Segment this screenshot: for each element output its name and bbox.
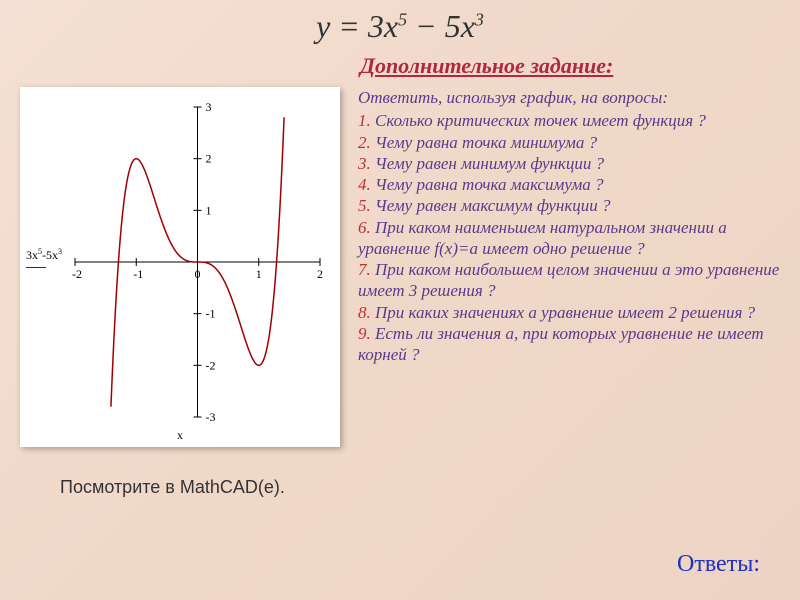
svg-text:1: 1 [206, 203, 212, 217]
question-number: 1. [358, 111, 371, 130]
svg-text:-1: -1 [206, 307, 216, 321]
question-text: При каком наименьшем натуральном значени… [358, 218, 727, 258]
svg-text:-2: -2 [72, 267, 82, 281]
equation: y = 3x5 − 5x3 [0, 0, 800, 49]
chart-legend-label: 3x5-5x3 [26, 247, 62, 263]
svg-text:-3: -3 [206, 410, 216, 424]
question-text: Чему равна точка минимума ? [371, 133, 597, 152]
chart-caption: Посмотрите в MathCAD(е). [60, 477, 350, 498]
svg-text:2: 2 [206, 152, 212, 166]
question-text: При каких значениях a уравнение имеет 2 … [371, 303, 755, 322]
questions-column: Ответить, используя график, на вопросы: … [350, 87, 790, 498]
question-number: 2. [358, 133, 371, 152]
svg-text:2: 2 [317, 267, 323, 281]
svg-text:3: 3 [206, 100, 212, 114]
question-text: Чему равен максимум функции ? [371, 196, 611, 215]
question-number: 7. [358, 260, 371, 279]
svg-text:1: 1 [256, 267, 262, 281]
question-item: 3. Чему равен минимум функции ? [358, 153, 782, 174]
answers-link[interactable]: Ответы: [677, 551, 760, 578]
question-item: 9. Есть ли значения a, при которых уравн… [358, 323, 782, 366]
chart-legend-line [26, 267, 46, 268]
question-item: 5. Чему равен максимум функции ? [358, 195, 782, 216]
question-item: 1. Сколько критических точек имеет функц… [358, 110, 782, 131]
question-text: Сколько критических точек имеет функция … [371, 111, 706, 130]
section-heading: Дополнительное задание: [360, 53, 800, 79]
question-text: Чему равна точка максимума ? [371, 175, 604, 194]
question-number: 4. [358, 175, 371, 194]
chart-x-axis-label: x [177, 428, 183, 443]
main-area: -2 -1 0 1 2 -3 -2 -1 1 2 3 3x5-5x3 x Посмотрите в … [0, 87, 800, 498]
question-item: 7. При каком наибольшем целом значении a… [358, 259, 782, 302]
function-chart: -2 -1 0 1 2 -3 -2 -1 1 2 3 [20, 87, 340, 447]
question-item: 2. Чему равна точка минимума ? [358, 132, 782, 153]
question-text: При каком наибольшем целом значении a эт… [358, 260, 779, 300]
question-text: Чему равен минимум функции ? [371, 154, 604, 173]
question-number: 6. [358, 218, 371, 237]
question-item: 4. Чему равна точка максимума ? [358, 174, 782, 195]
questions-list: 1. Сколько критических точек имеет функц… [358, 110, 782, 365]
chart-column: -2 -1 0 1 2 -3 -2 -1 1 2 3 3x5-5x3 x Посмотрите в … [10, 87, 350, 498]
question-item: 6. При каком наименьшем натуральном знач… [358, 217, 782, 260]
question-number: 5. [358, 196, 371, 215]
question-number: 8. [358, 303, 371, 322]
question-number: 9. [358, 324, 371, 343]
question-number: 3. [358, 154, 371, 173]
intro-text: Ответить, используя график, на вопросы: [358, 87, 782, 108]
svg-text:-2: -2 [206, 358, 216, 372]
svg-text:0: 0 [195, 267, 201, 281]
question-item: 8. При каких значениях a уравнение имеет… [358, 302, 782, 323]
svg-text:-1: -1 [133, 267, 143, 281]
question-text: Есть ли значения a, при которых уравнени… [358, 324, 764, 364]
chart-box: -2 -1 0 1 2 -3 -2 -1 1 2 3 3x5-5x3 x [20, 87, 340, 447]
